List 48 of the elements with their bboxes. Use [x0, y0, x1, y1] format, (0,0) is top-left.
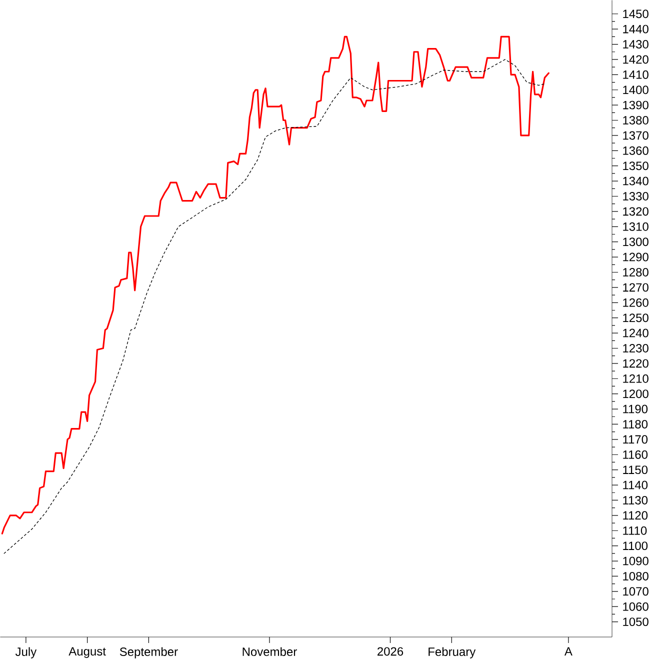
y-tick-label: 1100 — [623, 542, 648, 550]
y-tick-label: 1320 — [623, 207, 648, 216]
y-tick-label: 1160 — [623, 450, 648, 459]
y-tick-label: 1050 — [623, 618, 648, 626]
y-tick-label: 1350 — [623, 162, 648, 170]
y-tick-label: 1080 — [623, 572, 648, 580]
y-tick-label: 1330 — [623, 192, 648, 200]
y-tick-label: 1070 — [623, 587, 648, 596]
y-tick-label: 1120 — [623, 511, 648, 520]
y-tick-label: 1090 — [623, 556, 648, 566]
x-tick-label: A — [564, 647, 572, 656]
y-tick-label: 1270 — [623, 283, 648, 292]
y-tick-label: 1450 — [623, 10, 648, 18]
y-tick-label: 1400 — [623, 86, 648, 94]
y-tick-label: 1300 — [623, 238, 648, 246]
y-tick-label: 1370 — [623, 131, 648, 140]
x-tick-label: 2026 — [378, 647, 404, 656]
y-tick-label: 1440 — [623, 24, 648, 34]
x-tick-label: July — [16, 647, 37, 658]
y-tick-label: 1340 — [623, 176, 648, 186]
y-tick-label: 1430 — [623, 40, 648, 49]
y-tick-label: 1310 — [623, 222, 648, 231]
y-tick-label: 1260 — [623, 298, 648, 307]
y-tick-label: 1240 — [623, 328, 648, 338]
y-tick-label: 1220 — [623, 359, 648, 368]
y-tick-label: 1280 — [623, 268, 648, 276]
y-tick-label: 1410 — [623, 70, 648, 79]
x-tick-label: November — [242, 647, 297, 656]
y-tick-label: 1230 — [623, 344, 648, 352]
y-tick-label: 1150 — [623, 466, 648, 474]
x-tick-label: August — [68, 647, 106, 658]
y-tick-label: 1180 — [623, 420, 648, 428]
y-tick-label: 1420 — [623, 55, 648, 64]
y-tick-label: 1190 — [623, 404, 648, 414]
y-tick-label: 1210 — [623, 374, 648, 383]
y-tick-label: 1250 — [623, 314, 648, 322]
x-tick-label: September — [120, 647, 178, 658]
y-tick-label: 1170 — [623, 435, 648, 444]
y-tick-label: 1290 — [623, 252, 648, 262]
x-tick-label: February — [428, 647, 476, 658]
y-tick-label: 1140 — [623, 480, 648, 490]
y-tick-label: 1110 — [623, 526, 647, 535]
y-tick-label: 1060 — [623, 602, 648, 611]
y-tick-label: 1380 — [623, 116, 648, 124]
y-tick-label: 1360 — [623, 146, 648, 155]
y-tick-label: 1390 — [623, 100, 648, 110]
y-tick-label: 1200 — [623, 390, 648, 398]
y-tick-label: 1130 — [623, 496, 648, 504]
